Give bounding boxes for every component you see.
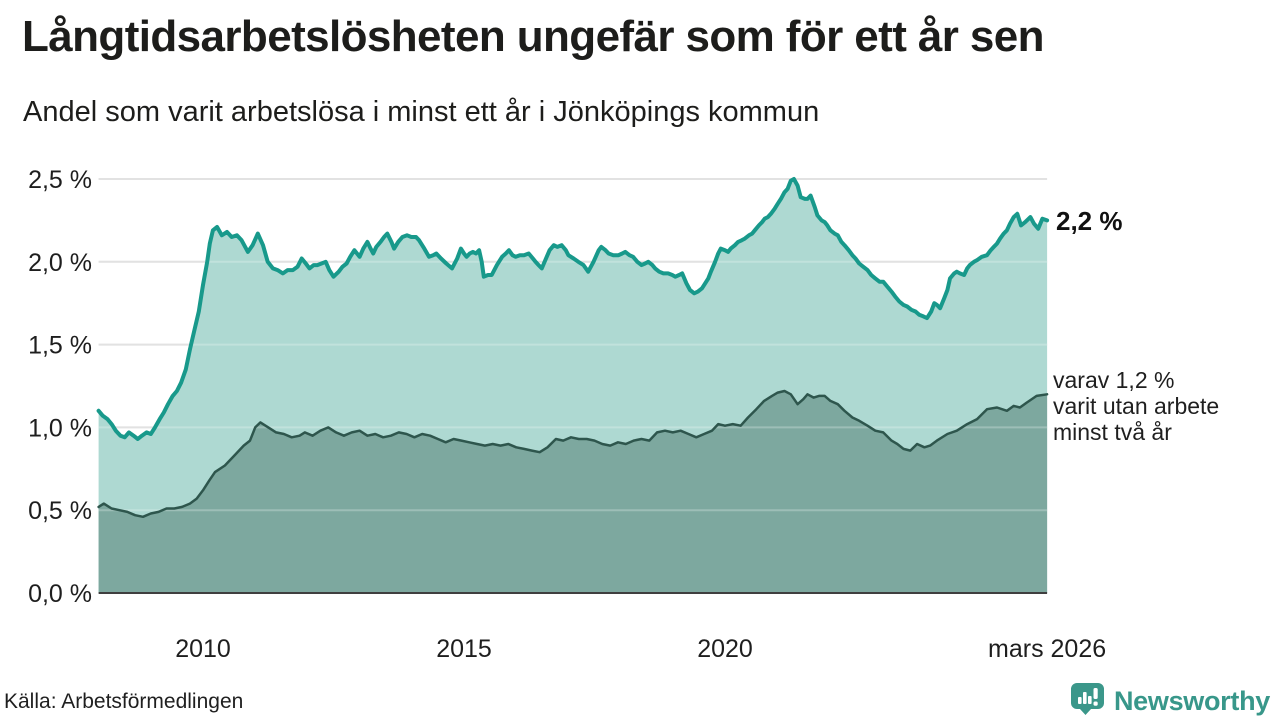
- x-axis-labels: 2010 2015 2020 mars 2026: [175, 635, 1106, 663]
- series-lines: [96, 177, 1050, 519]
- source-credit: Källa: Arbetsförmedlingen: [4, 690, 244, 713]
- svg-text:2,5 %: 2,5 %: [28, 166, 92, 194]
- newsworthy-brand-text: Newsworthy: [1113, 686, 1270, 716]
- page-title: Långtidsarbetslösheten ungefär som för e…: [22, 12, 1045, 61]
- annotation-line-2: varit utan arbete: [1053, 393, 1220, 419]
- svg-text:0,0 %: 0,0 %: [28, 580, 92, 608]
- area-fills: [98, 179, 1048, 593]
- svg-text:0,5 %: 0,5 %: [28, 497, 92, 525]
- secondary-series-annotation: varav 1,2 % varit utan arbete minst två …: [1053, 367, 1219, 445]
- annotation-line-3: minst två år: [1053, 419, 1172, 445]
- svg-text:2010: 2010: [175, 635, 231, 663]
- latest-value-label: 2,2 %: [1056, 206, 1123, 236]
- svg-text:1,0 %: 1,0 %: [28, 414, 92, 442]
- newsworthy-logo-icon: [1070, 682, 1106, 721]
- newsworthy-brand: Newsworthy: [1070, 682, 1270, 721]
- y-axis-labels: 0,0 % 0,5 % 1,0 % 1,5 % 2,0 % 2,5 %: [28, 166, 92, 608]
- svg-text:2,0 %: 2,0 %: [28, 249, 92, 277]
- svg-text:mars 2026: mars 2026: [988, 635, 1106, 663]
- annotation-line-1: varav 1,2 %: [1053, 367, 1175, 393]
- svg-text:1,5 %: 1,5 %: [28, 332, 92, 360]
- svg-text:2015: 2015: [436, 635, 492, 663]
- chart-subtitle: Andel som varit arbetslösa i minst ett å…: [23, 96, 820, 128]
- svg-text:2020: 2020: [697, 635, 753, 663]
